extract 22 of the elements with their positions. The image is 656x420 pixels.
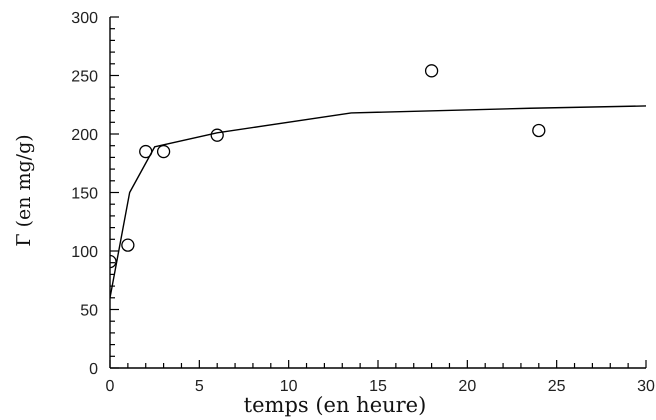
y-tick-label: 300 bbox=[71, 10, 98, 27]
y-tick-label: 50 bbox=[80, 302, 98, 320]
x-tick-label: 10 bbox=[280, 378, 298, 395]
x-tick-label: 30 bbox=[637, 378, 655, 395]
y-tick-label: 250 bbox=[71, 68, 98, 86]
point bbox=[210, 128, 224, 142]
y-axis-title: Γ (en mg/g) bbox=[13, 134, 35, 247]
y-tick-label: 100 bbox=[71, 244, 98, 261]
point bbox=[424, 64, 438, 78]
point bbox=[156, 144, 170, 158]
point bbox=[139, 144, 152, 158]
x-axis-title: temps (en heure) bbox=[244, 393, 426, 417]
x-tick-label: 20 bbox=[458, 378, 476, 395]
point bbox=[532, 124, 546, 138]
x-tick-label: 15 bbox=[369, 378, 387, 395]
x-tick-label: 25 bbox=[548, 378, 566, 395]
y-tick-label: 0 bbox=[89, 361, 98, 378]
x-tick-label: 0 bbox=[106, 378, 115, 395]
y-tick-label: 200 bbox=[71, 127, 98, 144]
y-tick-label: 150 bbox=[71, 186, 98, 202]
x-tick-label: 5 bbox=[194, 378, 204, 395]
point bbox=[121, 238, 135, 252]
